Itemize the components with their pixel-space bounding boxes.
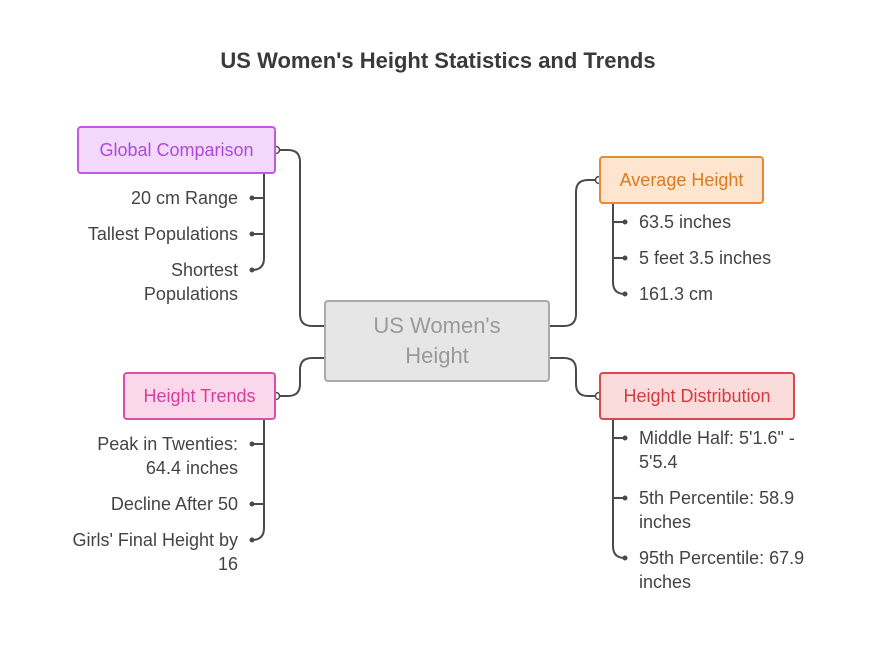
leaf-dot [249,501,255,507]
leaf-global-2: Tallest Populations [87,224,238,244]
branch-label: Height Trends [143,385,256,406]
leaf-trends-2: Decline After 50 [110,494,238,514]
connector-center-global [275,149,325,327]
branch-label: Height Distribution [623,385,771,406]
diagram-title: US Women's Height Statistics and Trends [220,48,656,73]
leaf-dot [622,555,628,561]
connector-center-average [549,179,600,327]
connector-trends-spine [251,419,265,541]
leaf-dot [249,267,255,273]
branch-average-height: Average Height [599,156,764,204]
leaf-dot [249,441,255,447]
leaf-trends-3: Girls' Final Height by 16 [72,530,239,574]
connector-center-distribution [549,357,600,397]
branch-label: Global Comparison [99,139,254,160]
connector-global-spine [251,173,265,271]
branch-label: Average Height [619,169,744,190]
leaf-dot [622,219,628,225]
connector-distribution-spine [612,419,626,559]
leaf-average-2: 5 feet 3.5 inches [639,248,772,268]
branch-height-distribution: Height Distribution [599,372,795,420]
leaf-global-1: 20 cm Range [130,188,238,208]
leaf-trends-1: Peak in Twenties: 64.4 inches [97,434,238,478]
leaf-average-1: 63.5 inches [639,212,732,232]
leaf-dot [622,291,628,297]
center-node-label: US Women's Height [373,313,501,368]
leaf-dot [622,255,628,261]
connector-average-spine [612,203,626,295]
center-node: US Women's Height [324,300,550,382]
leaf-dot [249,537,255,543]
leaf-distribution-3: 95th Percentile: 67.9 inches [639,548,805,592]
leaf-dot [622,495,628,501]
leaf-average-3: 161.3 cm [639,284,714,304]
connector-center-trends [275,357,325,397]
branch-global-comparison: Global Comparison [77,126,276,174]
leaf-dot [249,195,255,201]
leaf-global-3: Shortest Populations [143,260,238,304]
leaf-dot [622,435,628,441]
leaf-distribution-1: Middle Half: 5'1.6" - 5'5.4 [639,428,795,472]
leaf-distribution-2: 5th Percentile: 58.9 inches [639,488,795,532]
branch-height-trends: Height Trends [123,372,276,420]
leaf-dot [249,231,255,237]
